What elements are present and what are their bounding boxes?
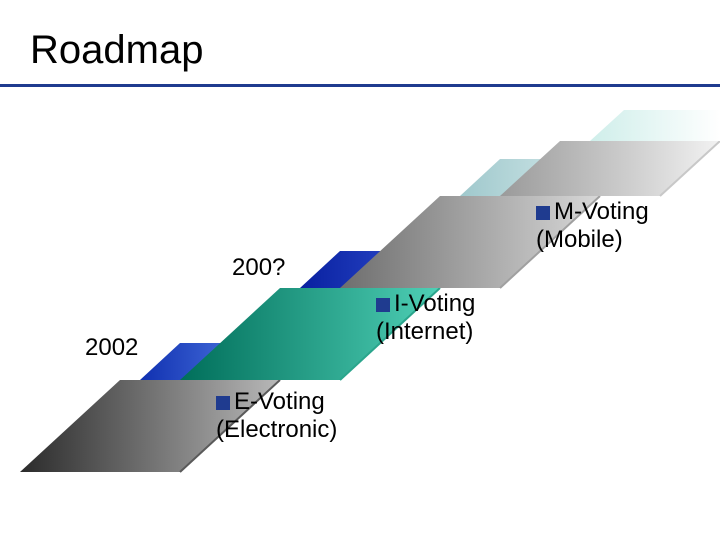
m-voting-line1: M-Voting — [554, 198, 649, 225]
label-m-voting: M-Voting (Mobile) — [536, 198, 649, 253]
square-bullet-icon — [536, 206, 550, 220]
year-200q: 200? — [232, 254, 285, 282]
square-bullet-icon — [216, 396, 230, 410]
i-voting-line1: I-Voting — [394, 290, 475, 317]
roadmap-diagram — [0, 0, 720, 540]
i-voting-line2: (Internet) — [376, 318, 473, 345]
label-e-voting: E-Voting (Electronic) — [216, 388, 337, 443]
year-2002: 2002 — [85, 334, 138, 362]
label-i-voting: I-Voting (Internet) — [376, 290, 475, 345]
square-bullet-icon — [376, 298, 390, 312]
stage-future — [500, 141, 720, 196]
m-voting-line2: (Mobile) — [536, 226, 623, 253]
e-voting-line1: E-Voting — [234, 388, 325, 415]
slide: Roadmap — [0, 0, 720, 540]
e-voting-line2: (Electronic) — [216, 416, 337, 443]
stage-future-highlight — [590, 110, 720, 141]
